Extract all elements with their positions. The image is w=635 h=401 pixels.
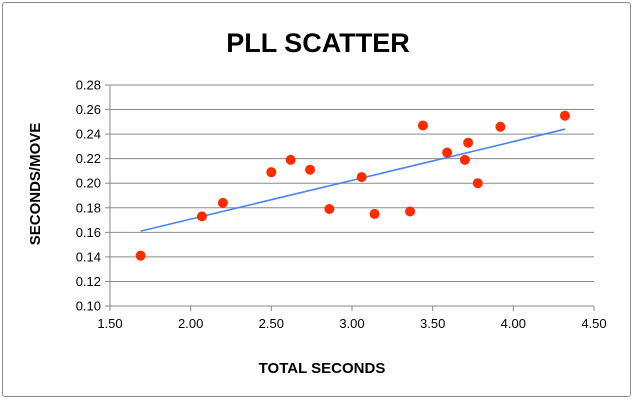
y-tick-label: 0.28 <box>76 78 101 93</box>
x-tick-label: 2.50 <box>259 316 284 331</box>
data-point <box>405 206 416 217</box>
data-point <box>217 197 228 208</box>
data-points <box>135 110 570 261</box>
data-point <box>266 167 277 178</box>
y-tick-label: 0.26 <box>76 102 101 117</box>
x-tick-label: 3.50 <box>420 316 445 331</box>
chart-title: PLL SCATTER <box>226 28 410 58</box>
y-tick-label: 0.10 <box>76 299 101 314</box>
x-tick-label: 4.50 <box>581 316 606 331</box>
data-point <box>196 211 207 222</box>
y-tick-label: 0.22 <box>76 151 101 166</box>
data-point <box>442 147 453 158</box>
data-point <box>305 164 316 175</box>
data-point <box>135 250 146 261</box>
x-tick-labels: 1.50 2.00 2.50 3.00 3.50 4.00 4.50 <box>97 316 606 331</box>
data-point <box>369 208 380 219</box>
data-point <box>472 178 483 189</box>
y-tick-label: 0.20 <box>76 176 101 191</box>
data-point <box>559 110 570 121</box>
data-point <box>285 154 296 165</box>
y-tick-label: 0.12 <box>76 274 101 289</box>
x-tick-label: 4.00 <box>501 316 526 331</box>
y-axis-title: SECONDS/MOVE <box>27 123 44 246</box>
y-tick-labels: 0.10 0.12 0.14 0.16 0.18 0.20 0.22 0.24 0.26 0.28 <box>76 78 101 314</box>
y-tick-label: 0.24 <box>76 127 101 142</box>
trendline <box>140 128 566 232</box>
y-tick-label: 0.16 <box>76 225 101 240</box>
y-tick-label: 0.18 <box>76 200 101 215</box>
axes <box>105 84 595 311</box>
gridlines <box>110 84 594 282</box>
chart-frame <box>2 2 631 397</box>
data-point <box>324 204 335 215</box>
trendline-group <box>140 128 566 232</box>
data-point <box>417 120 428 131</box>
y-tick-label: 0.14 <box>76 249 101 264</box>
data-point <box>356 172 367 183</box>
x-tick-label: 2.00 <box>178 316 203 331</box>
data-point <box>459 154 470 165</box>
data-point <box>463 137 474 148</box>
x-tick-label: 1.50 <box>97 316 122 331</box>
data-point <box>495 121 506 132</box>
x-tick-label: 3.00 <box>339 316 364 331</box>
x-axis-title: TOTAL SECONDS <box>259 360 386 377</box>
